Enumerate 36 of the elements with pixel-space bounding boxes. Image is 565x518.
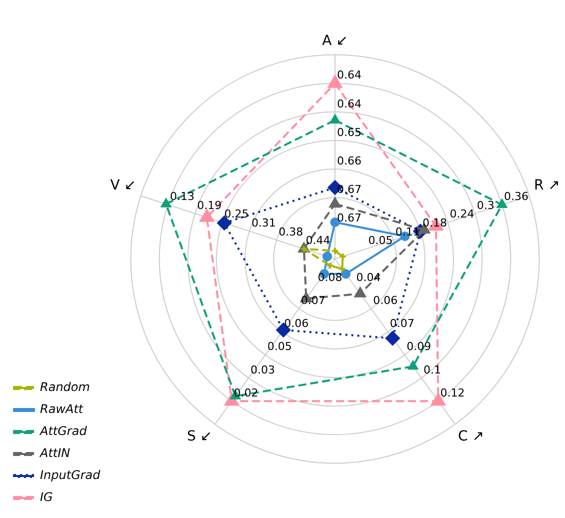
text: 0.1 — [423, 363, 441, 376]
text: 0.06 — [284, 317, 309, 330]
legend-label: Random — [40, 380, 90, 394]
text: 0.24 — [450, 208, 474, 221]
spoke-label: S ↙ — [186, 428, 212, 444]
text: 0.13 — [170, 190, 194, 204]
text: 0.64 — [337, 68, 362, 82]
text: 0.44 — [306, 234, 330, 248]
text: 0.66 — [337, 154, 362, 168]
text: 0.19 — [197, 198, 222, 212]
text: 0.07 — [390, 317, 414, 330]
spoke-label: V ↙ — [110, 178, 136, 194]
spoke-label: C ↗ — [458, 428, 484, 444]
text: 0.03 — [250, 363, 276, 376]
text: 0.65 — [337, 126, 362, 139]
text: 0.67 — [337, 212, 362, 225]
text: 0.05 — [267, 340, 292, 354]
text: 0.3 — [476, 198, 494, 212]
spoke-label: A ↙ — [322, 33, 348, 50]
text: 0.25 — [224, 208, 249, 221]
text: 0.38 — [278, 225, 304, 238]
text: 0.08 — [318, 270, 342, 284]
text: 0.36 — [504, 190, 529, 204]
legend-label: AttGrad — [39, 424, 88, 438]
text: 0.09 — [406, 340, 432, 354]
spoke-label: R ↗ — [534, 178, 560, 194]
legend-label: AttIN — [39, 446, 70, 460]
legend-label: IG — [40, 490, 53, 504]
legend-label: InputGrad — [40, 468, 101, 482]
legend-label: RawAtt — [40, 402, 84, 416]
text: 0.06 — [373, 294, 398, 308]
text: 0.12 — [440, 386, 465, 400]
text: 0.64 — [337, 97, 362, 110]
text: 0.18 — [422, 216, 448, 230]
text: 0.05 — [368, 234, 393, 248]
text: 0.31 — [251, 216, 276, 230]
